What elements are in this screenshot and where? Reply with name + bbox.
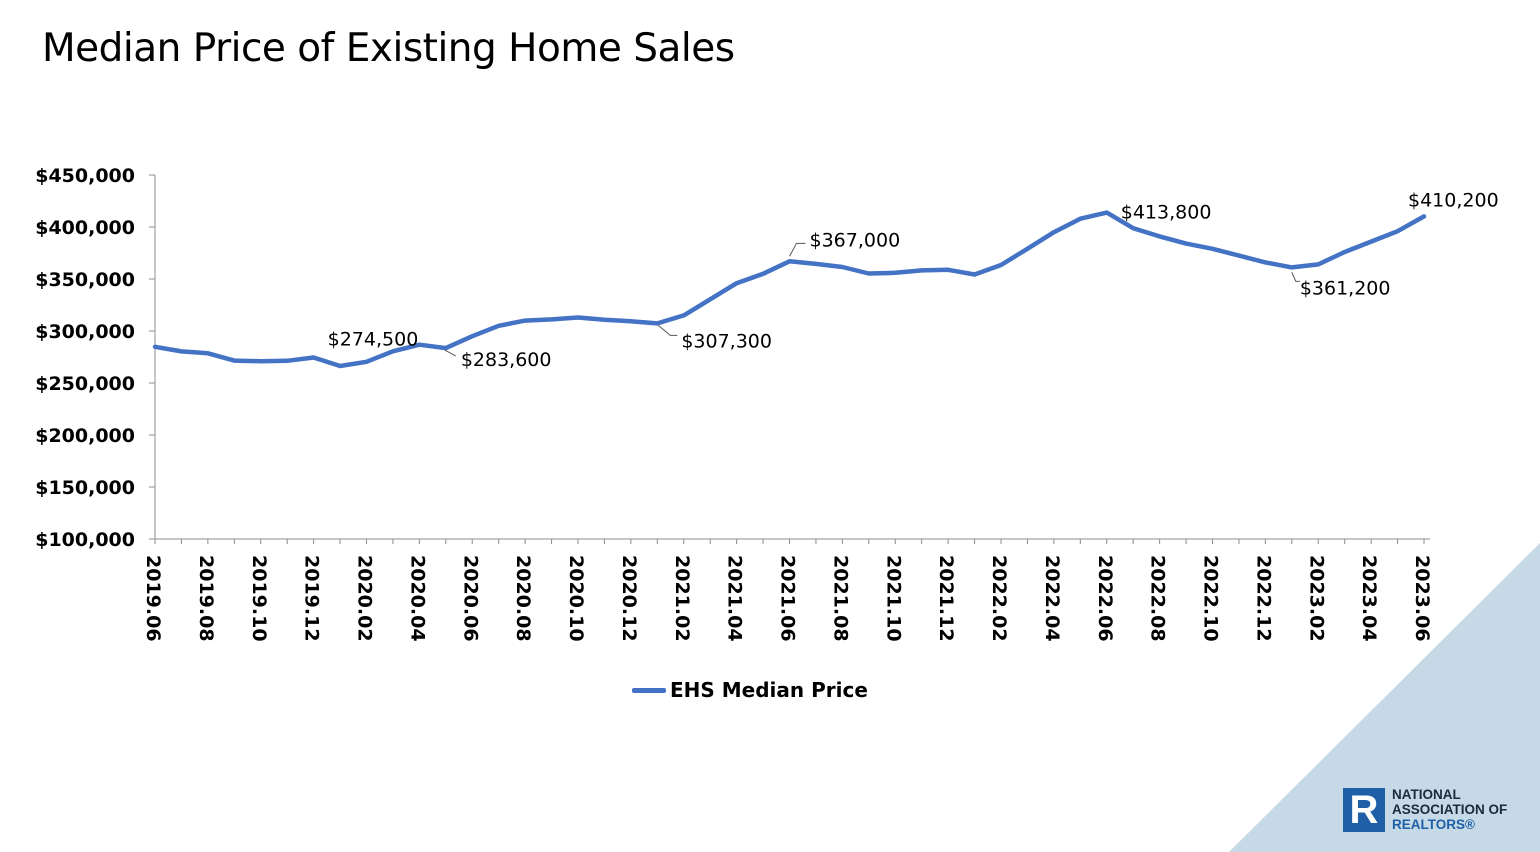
- legend-swatch: [632, 687, 666, 693]
- x-tick-label: 2021.08: [829, 555, 851, 642]
- y-tick-label: $150,000: [35, 477, 135, 499]
- x-tick-label: 2023.04: [1358, 555, 1380, 642]
- nar-logo-mark: R: [1343, 787, 1385, 832]
- annotation-leader-line: [789, 242, 806, 257]
- x-tick-label: 2020.06: [459, 555, 481, 642]
- data-label: $413,800: [1121, 202, 1212, 224]
- x-tick-label: 2023.02: [1305, 555, 1327, 642]
- nar-logo-text: NATIONAL ASSOCIATION OF REALTORS®: [1392, 787, 1507, 832]
- y-tick-label: $200,000: [35, 425, 135, 447]
- x-tick-label: 2023.06: [1411, 555, 1433, 642]
- y-tick-label: $400,000: [35, 217, 135, 239]
- x-tick-label: 2019.06: [142, 555, 164, 642]
- x-tick-label: 2019.12: [301, 555, 323, 642]
- data-label: $367,000: [810, 229, 901, 251]
- nar-logo-line3: REALTORS®: [1392, 817, 1475, 832]
- x-tick-label: 2021.10: [882, 555, 904, 642]
- series-line-ehs-median-price: [152, 210, 1427, 369]
- data-label: $307,300: [681, 330, 772, 352]
- y-tick-label: $350,000: [35, 269, 135, 291]
- data-label: $410,200: [1408, 189, 1499, 211]
- x-tick-label: 2022.10: [1200, 555, 1222, 642]
- nar-logo-line2: ASSOCIATION OF: [1392, 802, 1508, 817]
- x-tick-label: 2020.04: [406, 555, 428, 642]
- y-tick-label: $300,000: [35, 321, 135, 343]
- x-tick-label: 2021.06: [777, 555, 799, 642]
- nar-logo-line1: NATIONAL: [1392, 787, 1461, 802]
- y-tick-label: $100,000: [35, 529, 135, 551]
- y-tick-label: $450,000: [35, 165, 135, 187]
- x-tick-label: 2021.04: [724, 555, 746, 642]
- x-tick-label: 2021.12: [935, 555, 957, 642]
- x-tick-label: 2022.08: [1147, 555, 1169, 642]
- data-label: $361,200: [1300, 277, 1391, 299]
- annotation-leader-line: [444, 349, 457, 357]
- x-tick-label: 2022.12: [1252, 555, 1274, 642]
- nar-logo-mark-letter: R: [1349, 787, 1379, 832]
- data-label: $283,600: [461, 349, 552, 371]
- legend-label: EHS Median Price: [670, 678, 868, 702]
- y-tick-label: $250,000: [35, 373, 135, 395]
- nar-logo: R NATIONAL ASSOCIATION OF REALTORS®: [1343, 787, 1507, 832]
- x-tick-label: 2019.10: [248, 555, 270, 642]
- x-tick-label: 2021.02: [671, 555, 693, 642]
- x-tick-label: 2020.10: [565, 555, 587, 642]
- x-tick-label: 2020.02: [354, 555, 376, 642]
- data-label: $274,500: [328, 329, 419, 351]
- chart-legend[interactable]: EHS Median Price: [632, 678, 868, 702]
- annotation-leader-line: [657, 325, 678, 336]
- annotation-leader-line: [1291, 272, 1300, 282]
- x-tick-label: 2022.06: [1094, 555, 1116, 642]
- x-tick-label: 2019.08: [195, 555, 217, 642]
- x-tick-label: 2022.02: [988, 555, 1010, 642]
- x-tick-label: 2022.04: [1041, 555, 1063, 642]
- chart-title: Median Price of Existing Home Sales: [42, 26, 735, 71]
- x-tick-label: 2020.12: [618, 555, 640, 642]
- x-tick-label: 2020.08: [512, 555, 534, 642]
